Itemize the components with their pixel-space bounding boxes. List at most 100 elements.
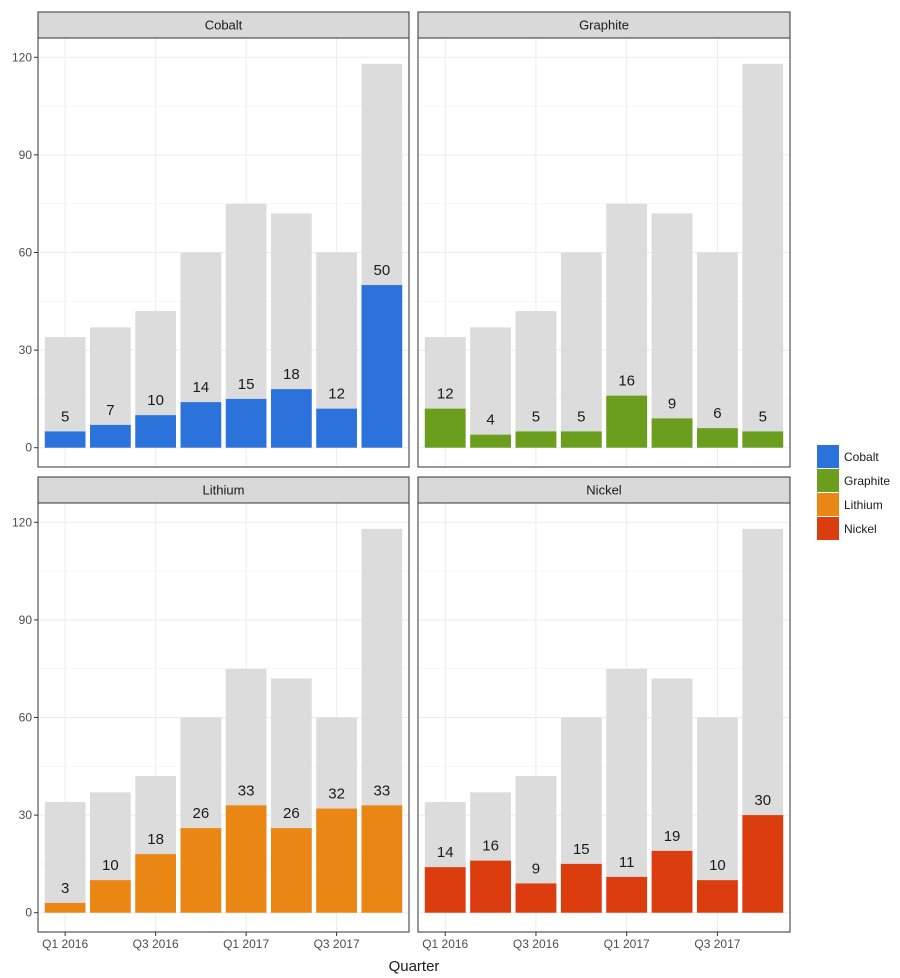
cobalt-value-label: 50 <box>374 262 391 279</box>
cobalt-bar <box>44 431 86 448</box>
facet-title-cobalt: Cobalt <box>205 18 243 33</box>
x-tick-label: Q1 2016 <box>422 937 468 951</box>
cobalt-value-label: 7 <box>106 402 114 419</box>
lithium-bar <box>271 828 312 913</box>
legend-label-nickel: Nickel <box>844 522 877 536</box>
graphite-value-label: 16 <box>618 373 635 390</box>
graphite-bar <box>742 431 784 448</box>
graphite-value-label: 12 <box>437 386 454 403</box>
cobalt-value-label: 14 <box>193 379 210 396</box>
y-tick-label: 90 <box>19 148 33 162</box>
graphite-bar <box>470 434 511 448</box>
graphite-value-label: 4 <box>486 412 494 429</box>
x-tick-label: Q1 2017 <box>604 937 650 951</box>
x-tick-label: Q3 2016 <box>513 937 559 951</box>
graphite-value-label: 5 <box>532 408 540 425</box>
legend-swatch-graphite <box>817 469 839 492</box>
total-bar <box>606 668 648 913</box>
x-tick-label: Q1 2017 <box>223 937 269 951</box>
graphite-value-label: 5 <box>577 408 585 425</box>
nickel-value-label: 10 <box>709 857 726 874</box>
nickel-value-label: 14 <box>437 844 454 861</box>
cobalt-value-label: 10 <box>147 392 164 409</box>
cobalt-value-label: 18 <box>283 366 300 383</box>
nickel-value-label: 16 <box>482 838 499 855</box>
lithium-value-label: 26 <box>283 805 300 822</box>
total-bar <box>697 252 738 448</box>
y-tick-label: 60 <box>19 711 33 725</box>
lithium-bar <box>135 854 176 913</box>
graphite-bar <box>560 431 602 448</box>
nickel-value-label: 15 <box>573 841 590 858</box>
lithium-value-label: 18 <box>147 831 164 848</box>
legend-label-graphite: Graphite <box>844 474 890 488</box>
nickel-bar <box>560 863 602 913</box>
graphite-bar <box>651 418 693 448</box>
cobalt-value-label: 15 <box>238 376 255 393</box>
nickel-bar <box>742 815 784 913</box>
legend-label-lithium: Lithium <box>844 498 883 512</box>
facet-strip-lithium <box>37 476 410 504</box>
nickel-value-label: 9 <box>532 860 540 877</box>
total-bar <box>44 802 86 913</box>
facet-strip-nickel <box>417 476 791 504</box>
lithium-bar <box>316 808 357 913</box>
lithium-value-label: 33 <box>238 782 255 799</box>
cobalt-bar <box>271 389 312 448</box>
cobalt-bar <box>180 402 222 448</box>
lithium-value-label: 10 <box>102 857 119 874</box>
facet-title-nickel: Nickel <box>586 483 622 498</box>
nickel-value-label: 30 <box>754 792 771 809</box>
graphite-bar <box>424 408 466 448</box>
lithium-bar <box>361 805 403 913</box>
nickel-bar <box>470 860 511 913</box>
cobalt-bar <box>135 415 176 448</box>
nickel-value-label: 19 <box>664 828 681 845</box>
y-tick-label: 30 <box>19 343 33 357</box>
nickel-bar <box>424 867 466 913</box>
lithium-bar <box>225 805 267 913</box>
lithium-bar <box>180 828 222 913</box>
legend-label-cobalt: Cobalt <box>844 450 879 464</box>
facet-title-graphite: Graphite <box>579 18 629 33</box>
facet-strip-graphite <box>417 11 791 39</box>
graphite-bar <box>515 431 557 448</box>
y-tick-label: 120 <box>12 50 32 64</box>
nickel-bar <box>515 883 557 913</box>
x-axis-title: Quarter <box>389 958 440 975</box>
x-tick-label: Q3 2017 <box>694 937 740 951</box>
lithium-value-label: 33 <box>374 782 391 799</box>
y-tick-label: 0 <box>25 441 32 455</box>
facet-title-lithium: Lithium <box>203 483 245 498</box>
cobalt-bar <box>361 285 403 448</box>
total-bar <box>515 311 557 448</box>
y-tick-label: 30 <box>19 808 33 822</box>
total-bar <box>560 252 602 448</box>
cobalt-value-label: 5 <box>61 408 69 425</box>
legend-swatch-lithium <box>817 493 839 516</box>
x-tick-label: Q3 2017 <box>314 937 360 951</box>
total-bar <box>44 337 86 448</box>
cobalt-value-label: 12 <box>328 386 345 403</box>
panel-border-nickel <box>417 502 791 933</box>
legend-swatch-nickel <box>817 517 839 540</box>
lithium-value-label: 26 <box>193 805 210 822</box>
y-tick-label: 0 <box>25 906 32 920</box>
lithium-bar <box>44 902 86 913</box>
lithium-value-label: 3 <box>61 880 69 897</box>
graphite-bar <box>697 428 738 448</box>
cobalt-bar <box>316 408 357 448</box>
graphite-value-label: 6 <box>713 405 721 422</box>
nickel-value-label: 11 <box>619 854 635 871</box>
lithium-bar <box>90 880 131 913</box>
lithium-value-label: 32 <box>328 786 345 803</box>
facet-strip-cobalt <box>37 11 410 39</box>
y-tick-label: 90 <box>19 613 33 627</box>
nickel-bar <box>606 876 648 913</box>
graphite-value-label: 9 <box>668 395 676 412</box>
total-bar <box>742 63 784 448</box>
total-bar <box>470 327 511 448</box>
nickel-bar <box>697 880 738 913</box>
